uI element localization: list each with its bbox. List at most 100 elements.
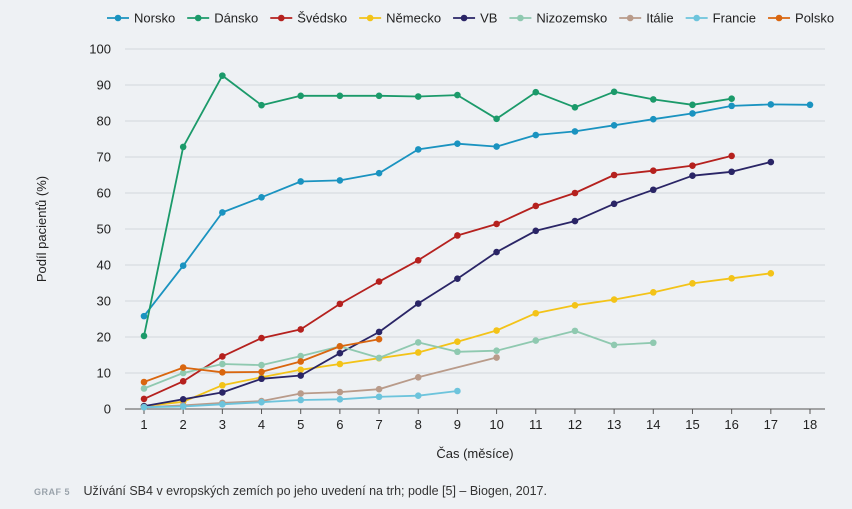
x-tick-label: 18: [803, 417, 817, 432]
data-point: [414, 146, 422, 153]
data-point: [806, 101, 814, 109]
data-point: [219, 360, 226, 368]
data-point: [649, 115, 657, 123]
x-tick-label: 15: [685, 417, 699, 432]
line-chart: Norsko Dánsko Švédsko Německo VB Nizozemsko It…: [34, 11, 834, 462]
data-point: [375, 169, 383, 177]
x-tick-label: 13: [607, 417, 621, 432]
data-point: [258, 375, 265, 383]
series-line: [143, 103, 811, 317]
data-point: [493, 220, 500, 228]
y-tick-label: 100: [89, 42, 111, 57]
data-point: [219, 353, 226, 360]
data-point: [414, 349, 422, 356]
data-point: [571, 327, 579, 335]
series-line: [143, 155, 732, 400]
data-point: [336, 360, 344, 368]
data-point: [767, 269, 775, 277]
data-point: [336, 388, 344, 396]
data-point: [219, 401, 226, 408]
data-point: [728, 168, 735, 176]
y-tick-label: 90: [97, 78, 111, 93]
data-point: [258, 398, 265, 406]
legend-label: VB: [480, 11, 497, 26]
data-point: [258, 334, 265, 342]
caption-tag: GRAF 5: [34, 487, 71, 497]
y-tick-label: 0: [104, 402, 111, 417]
data-point: [610, 341, 618, 349]
legend-label: Itálie: [646, 11, 673, 26]
data-point: [375, 393, 383, 401]
data-point: [571, 104, 579, 111]
data-point: [689, 110, 696, 117]
data-point: [571, 302, 579, 309]
data-point: [375, 92, 383, 100]
legend-label: Polsko: [795, 11, 834, 26]
data-point: [140, 395, 148, 403]
data-point: [610, 200, 618, 208]
data-point: [414, 392, 422, 399]
data-point: [767, 101, 775, 108]
x-tick-label: 5: [297, 417, 304, 432]
data-point: [179, 403, 187, 410]
legend-marker: [366, 14, 374, 22]
data-point: [140, 378, 148, 386]
data-point: [375, 354, 383, 362]
x-tick-label: 14: [646, 417, 660, 432]
gridlines: [125, 48, 825, 374]
data-point: [219, 381, 226, 389]
legend-marker: [114, 14, 122, 22]
data-point: [414, 257, 422, 264]
data-point: [219, 368, 226, 376]
data-point: [728, 152, 735, 160]
data-point: [454, 387, 461, 395]
series-line: [143, 74, 732, 337]
data-point: [493, 347, 500, 354]
legend-label: Norsko: [134, 11, 175, 26]
y-axis-label: Podíl pacientů (%): [34, 176, 49, 282]
legend-marker: [626, 14, 634, 22]
series-line: [143, 161, 772, 407]
data-point: [454, 338, 461, 345]
data-point: [493, 327, 500, 334]
data-point: [649, 289, 657, 296]
data-point: [336, 92, 344, 100]
data-point: [728, 95, 735, 102]
data-point: [689, 172, 696, 180]
x-tick-label: 17: [764, 417, 778, 432]
legend-marker: [693, 14, 700, 22]
data-point: [179, 377, 187, 385]
data-point: [493, 143, 500, 150]
data-point: [297, 178, 305, 185]
legend-label: Švédsko: [297, 11, 347, 26]
legend-marker: [517, 14, 524, 22]
y-tick-label: 30: [97, 294, 111, 309]
data-point: [610, 122, 618, 129]
data-point: [336, 177, 344, 184]
data-point: [179, 369, 187, 377]
data-point: [297, 92, 305, 100]
data-point: [571, 217, 579, 225]
data-point: [336, 395, 344, 403]
legend-label: Nizozemsko: [536, 11, 607, 26]
data-point: [297, 390, 305, 397]
data-point: [375, 335, 383, 343]
data-point: [493, 354, 500, 361]
data-point: [610, 88, 618, 96]
data-point: [179, 395, 187, 403]
data-point: [728, 102, 735, 110]
data-point: [336, 300, 344, 308]
y-tick-label: 20: [97, 330, 111, 345]
data-point: [297, 352, 305, 360]
data-point: [258, 368, 265, 376]
data-point: [414, 300, 422, 307]
data-point: [728, 275, 735, 282]
x-tick-label: 1: [140, 417, 147, 432]
y-tick-label: 70: [97, 150, 111, 165]
data-point: [414, 339, 422, 346]
data-point: [297, 326, 305, 333]
data-point: [493, 115, 500, 123]
data-point: [140, 385, 148, 392]
data-point: [532, 227, 540, 235]
